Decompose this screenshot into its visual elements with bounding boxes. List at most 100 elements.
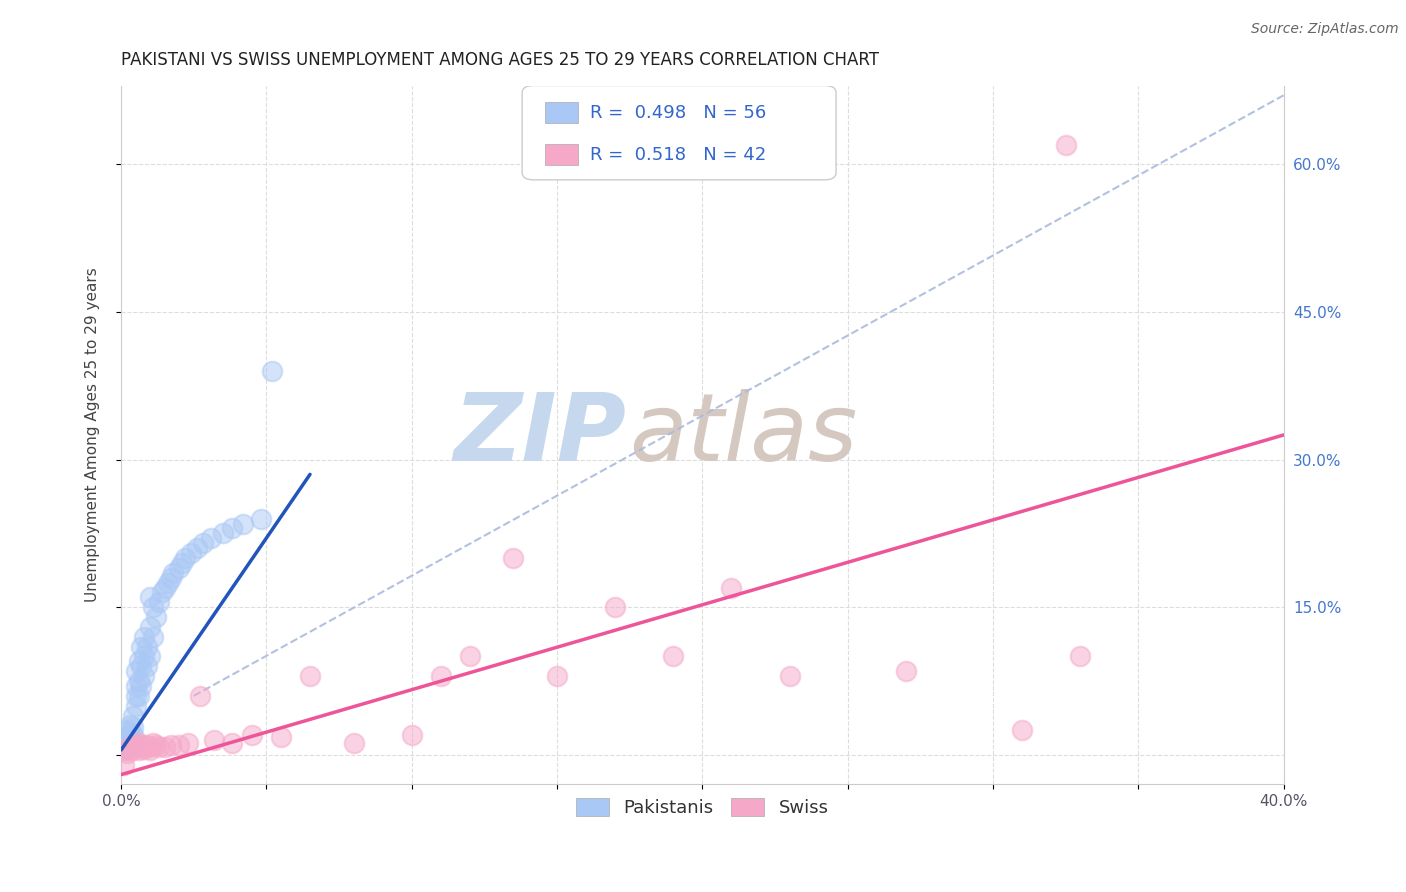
Point [134,649,156,664]
Point [124,689,146,703]
Point [128,654,150,668]
Point [162,566,184,580]
Text: R =  0.498   N = 56: R = 0.498 N = 56 [589,103,766,122]
Text: ZIP: ZIP [454,389,627,481]
Point [211,526,233,541]
Point [186,541,208,556]
Point [112,736,135,750]
Point [249,511,271,525]
Point [458,649,481,664]
Point [188,689,211,703]
Point [401,728,423,742]
Point [153,581,176,595]
Point [167,561,190,575]
Y-axis label: Unemployment Among Ages 25 to 29 years: Unemployment Among Ages 25 to 29 years [86,268,100,602]
Point [115,746,138,760]
Point [142,600,165,615]
Point [128,674,150,689]
FancyBboxPatch shape [522,86,837,180]
Point [148,595,170,609]
Point [124,739,146,754]
Point [118,726,141,740]
Point [131,640,153,654]
Point [662,649,685,664]
Point [720,581,742,595]
Point [191,536,214,550]
Point [112,743,135,757]
FancyBboxPatch shape [546,103,578,123]
Point [1069,649,1091,664]
Point [240,728,263,742]
Point [118,738,141,752]
Point [167,738,190,752]
Point [118,739,141,754]
Point [156,575,179,590]
Point [139,591,162,605]
Point [150,585,173,599]
Point [142,630,165,644]
Point [779,669,801,683]
Point [221,521,243,535]
Point [136,738,159,752]
Point [115,723,138,738]
Point [115,730,138,744]
Point [145,610,167,624]
Point [177,736,200,750]
Point [134,742,156,756]
Point [180,546,202,560]
Point [172,556,194,570]
Point [131,738,153,752]
Point [121,736,143,750]
Point [139,649,162,664]
Point [112,757,135,772]
Point [134,669,156,683]
Point [343,736,366,750]
Point [124,679,146,693]
Point [112,741,135,756]
Point [139,620,162,634]
Point [153,739,176,754]
Point [145,738,167,752]
Point [139,739,162,754]
Point [121,720,143,734]
Point [142,736,165,750]
Point [174,551,197,566]
Point [159,571,181,585]
Point [502,551,524,566]
Point [128,689,150,703]
Point [115,739,138,754]
Point [118,733,141,747]
Point [148,739,170,754]
Point [136,659,159,673]
Point [894,664,917,678]
Text: PAKISTANI VS SWISS UNEMPLOYMENT AMONG AGES 25 TO 29 YEARS CORRELATION CHART: PAKISTANI VS SWISS UNEMPLOYMENT AMONG AG… [121,51,879,69]
Point [221,736,243,750]
Point [121,738,143,752]
Point [299,669,322,683]
Point [139,743,162,757]
Point [115,736,138,750]
Point [232,516,254,531]
Point [270,730,292,744]
Point [262,364,284,378]
Point [200,532,222,546]
Text: atlas: atlas [628,390,858,481]
Legend: Pakistanis, Swiss: Pakistanis, Swiss [569,790,835,824]
Point [202,733,225,747]
Point [121,708,143,723]
Point [1054,137,1077,152]
Point [121,728,143,742]
Point [430,669,453,683]
Point [159,738,181,752]
Point [128,736,150,750]
Text: Source: ZipAtlas.com: Source: ZipAtlas.com [1251,22,1399,37]
FancyBboxPatch shape [546,145,578,165]
Point [115,743,138,757]
Point [112,733,135,747]
Point [118,718,141,732]
Point [112,738,135,752]
Point [134,630,156,644]
Point [546,669,568,683]
Point [605,600,627,615]
Point [121,743,143,757]
